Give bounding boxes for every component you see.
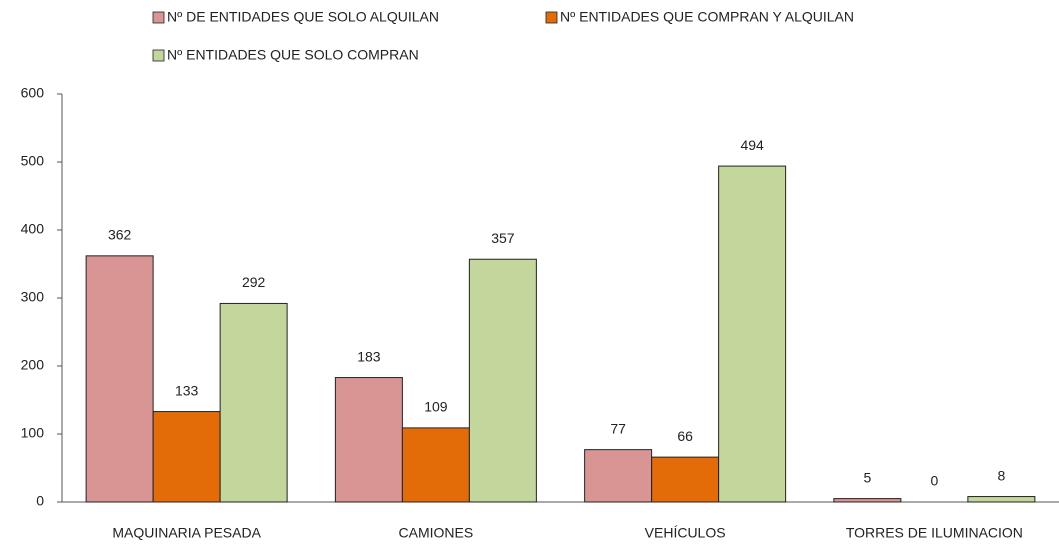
legend-label: Nº ENTIDADES QUE SOLO COMPRAN — [167, 47, 419, 63]
bar — [584, 449, 653, 503]
y-tick-label: 500 — [21, 153, 45, 169]
x-tick-label: TORRES DE ILUMINACION — [846, 525, 1023, 541]
legend-swatch — [152, 11, 165, 24]
bar — [833, 498, 902, 503]
y-tick-label: 200 — [21, 357, 45, 373]
y-tick-label: 400 — [21, 221, 45, 237]
bar — [651, 456, 720, 503]
y-tick-label: 600 — [21, 85, 45, 101]
value-label: 66 — [677, 428, 693, 444]
value-label: 292 — [242, 274, 266, 290]
bar — [967, 496, 1036, 503]
value-label: 109 — [424, 399, 448, 415]
bar — [718, 165, 787, 503]
value-label: 357 — [491, 230, 515, 246]
bar — [468, 258, 537, 503]
value-label: 183 — [357, 348, 381, 364]
legend-label: Nº DE ENTIDADES QUE SOLO ALQUILAN — [167, 9, 439, 25]
bar — [219, 302, 288, 503]
legend-swatch — [545, 11, 558, 24]
value-label: 494 — [740, 137, 764, 153]
value-label: 5 — [863, 469, 871, 485]
legend-swatch — [152, 49, 165, 62]
x-tick-label: VEHÍCULOS — [645, 525, 726, 541]
y-tick-label: 300 — [21, 289, 45, 305]
bar — [85, 255, 154, 503]
value-label: 0 — [930, 473, 938, 489]
value-label: 362 — [108, 227, 132, 243]
legend-label: Nº ENTIDADES QUE COMPRAN Y ALQUILAN — [560, 9, 854, 25]
bar — [152, 411, 221, 503]
value-label: 133 — [175, 382, 199, 398]
x-tick-label: MAQUINARIA PESADA — [112, 525, 261, 541]
bar — [401, 427, 470, 503]
y-tick-label: 0 — [36, 493, 44, 509]
bar — [334, 377, 403, 503]
value-label: 77 — [610, 420, 626, 436]
value-label: 8 — [997, 467, 1005, 483]
y-tick-label: 100 — [21, 425, 45, 441]
x-tick-label: CAMIONES — [399, 525, 474, 541]
